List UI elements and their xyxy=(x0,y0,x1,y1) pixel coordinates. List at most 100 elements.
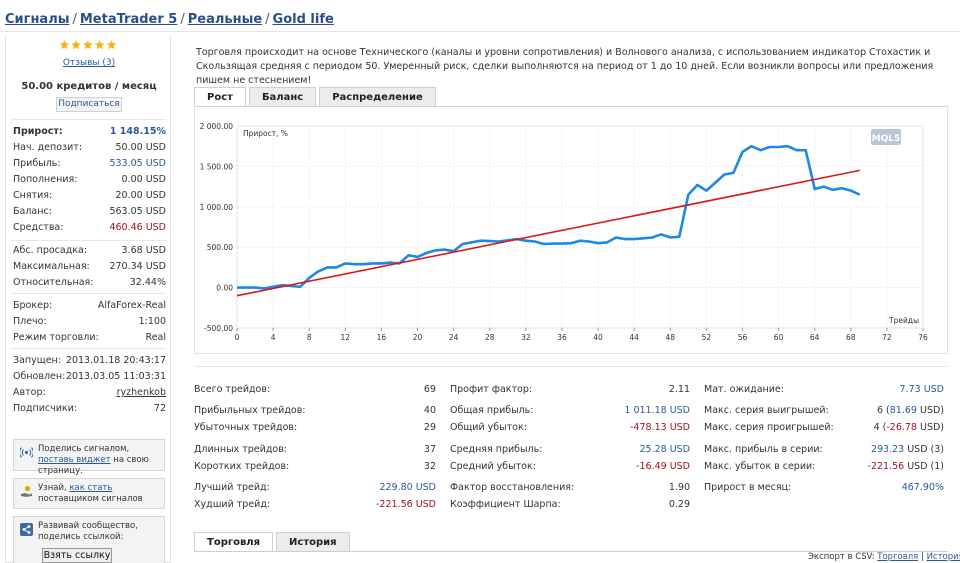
stat-row: Длинных трейдов: 37 xyxy=(194,444,436,458)
stat-row: Макс. серия проигрышей: 4 (-26.78 USD) xyxy=(704,422,944,436)
tab-trading[interactable]: Торговля xyxy=(194,532,274,552)
stat-number: 37 xyxy=(423,444,436,455)
stat-value: 6 (81.69 USD) xyxy=(877,405,944,416)
x-tick-label: 44 xyxy=(629,333,639,342)
stat-label: Общая прибыль: xyxy=(450,405,534,416)
star-icon: ★ xyxy=(59,38,70,52)
subscribe-button[interactable]: Подписаться xyxy=(56,97,122,112)
get-link-button[interactable]: Взять ссылку xyxy=(42,548,112,563)
stat-label: Обновлен: xyxy=(13,371,66,382)
tab-distribution[interactable]: Распределение xyxy=(319,87,436,107)
export-trading-link[interactable]: Торговля xyxy=(877,552,919,562)
y-tick-label: 500.00 xyxy=(207,243,233,252)
stat-number: 40 xyxy=(423,405,436,416)
stat-number: -221.56 USD xyxy=(376,499,436,510)
stats-group-growth: Прирост: 1 148.15% Нач. депозит: 50.00 USD П… xyxy=(6,124,172,236)
share-promo-text: Развивай сообщество, поделись ссылкой: xyxy=(38,521,138,542)
stat-number: 0.29 xyxy=(668,499,690,510)
tab-history[interactable]: История xyxy=(276,532,350,552)
separator: | xyxy=(918,552,927,562)
stat-value: 4 (-26.78 USD) xyxy=(874,422,944,433)
growth-chart-panel: 2 000.00 1 500.00 1 000.00 500.00 0.00 -500.0… xyxy=(194,106,948,354)
export-history-link[interactable]: История xyxy=(926,552,960,562)
page-title[interactable]: Gold life xyxy=(272,12,334,27)
breadcrumb-metatrader5[interactable]: MetaTrader 5 xyxy=(79,12,178,27)
stat-label: Автор: xyxy=(13,387,46,398)
become-provider-link[interactable]: как стать xyxy=(69,483,113,493)
stat-number: 69 xyxy=(423,384,436,395)
stat-value: 20.00 USD xyxy=(115,190,166,201)
stat-label: Мат. ожидание: xyxy=(704,384,784,395)
x-tick-label: 52 xyxy=(702,333,712,342)
author-link[interactable]: ryzhenkob xyxy=(116,387,166,398)
stat-row: Макс. убыток в серии: -221.56 USD (1) xyxy=(704,461,944,475)
x-tick-label: 4 xyxy=(271,333,276,342)
stat-row: Брокер: AlfaForex-Real xyxy=(6,298,172,314)
trend-line xyxy=(236,169,860,297)
stat-row: Коротких трейдов: 32 xyxy=(194,461,436,475)
breadcrumb-signals[interactable]: Сигналы xyxy=(5,12,70,27)
stat-row: Макс. прибыль в серии: 293.23 USD (3) xyxy=(704,444,944,458)
stat-row: Прибыль: 533.05 USD xyxy=(6,156,172,172)
x-tick-label: 24 xyxy=(449,333,459,342)
stat-row: Нач. депозит: 50.00 USD xyxy=(6,140,172,156)
csv-export-label: Экспорт в CSV: xyxy=(808,552,875,562)
stat-number: 467.90% xyxy=(901,482,944,493)
breadcrumb-real[interactable]: Реальные xyxy=(187,12,263,27)
stat-value-suffix: USD) xyxy=(916,405,944,416)
stat-value: 229.80 USD xyxy=(379,482,436,493)
y-tick-label: -500.00 xyxy=(204,324,233,333)
stat-row: Коэффициент Шарпа: 0.29 xyxy=(450,499,690,513)
stat-value: 29 xyxy=(424,422,436,433)
stat-value: 1 011.18 USD xyxy=(624,405,690,416)
star-icon: ★ xyxy=(106,38,117,52)
stat-row: Баланс: 563.05 USD xyxy=(6,204,172,220)
tab-balance[interactable]: Баланс xyxy=(248,87,317,107)
stat-number: 81.69 xyxy=(889,405,917,416)
stat-label: Средняя прибыль: xyxy=(450,444,543,455)
stat-label: Лучший трейд: xyxy=(194,482,270,493)
widget-link[interactable]: поставь виджет xyxy=(38,455,111,465)
share-icon xyxy=(20,523,33,536)
stat-number: 1 011.18 USD xyxy=(624,405,690,416)
stat-label: Фактор восстановления: xyxy=(450,482,575,493)
stat-label: Максимальная: xyxy=(13,261,90,272)
x-tick-label: 8 xyxy=(307,333,312,342)
stat-number: -16.49 USD xyxy=(636,461,690,472)
stat-label: Относительная: xyxy=(13,277,94,288)
stat-number: -221.56 xyxy=(867,461,905,472)
subscription-price: 50.00 кредитов / месяц xyxy=(21,81,157,92)
divider xyxy=(11,293,166,294)
mql5-logo-text: MQL5 xyxy=(872,134,901,144)
csv-export: Экспорт в CSV: Торговля | История xyxy=(808,552,960,562)
stat-row: Запущен: 2013.01.18 20:43:17 xyxy=(6,353,172,369)
stat-number: 32 xyxy=(423,461,436,472)
stat-value: 1.90 xyxy=(669,482,690,493)
tab-growth[interactable]: Рост xyxy=(194,87,246,107)
stat-value: AlfaForex-Real xyxy=(97,300,166,311)
x-tick-label: 64 xyxy=(810,333,820,342)
broadcast-icon xyxy=(20,447,33,458)
stat-value: -221.56 USD xyxy=(376,499,436,510)
stat-label: Снятия: xyxy=(13,190,53,201)
tabs-baseline xyxy=(194,551,948,552)
y-tick-label: 1 500.00 xyxy=(200,162,234,171)
stat-row: Подписчики: 72 xyxy=(6,401,172,417)
signal-description: Торговля происходит на основе Техническо… xyxy=(196,47,934,86)
stat-value: 460.46 USD xyxy=(109,222,166,233)
stat-label: Макс. прибыль в серии: xyxy=(704,444,823,455)
stat-label: Прибыль: xyxy=(13,158,61,169)
stat-label: Средства: xyxy=(13,222,64,233)
stat-number: 229.80 USD xyxy=(379,482,436,493)
stat-label: Баланс: xyxy=(13,206,52,217)
stat-value: 533.05 USD xyxy=(109,158,166,169)
breadcrumb-separator: / xyxy=(180,12,185,27)
stat-label: Плечо: xyxy=(13,316,47,327)
stat-label: Прирост: xyxy=(13,126,63,137)
reviews-link[interactable]: Отзывы (3) xyxy=(62,58,116,68)
stat-value: 40 xyxy=(424,405,436,416)
stat-value: 467.90% xyxy=(902,482,944,493)
star-icon: ★ xyxy=(70,38,82,52)
stat-label: Пополнения: xyxy=(13,174,78,185)
y-tick-label: 0.00 xyxy=(216,284,233,293)
